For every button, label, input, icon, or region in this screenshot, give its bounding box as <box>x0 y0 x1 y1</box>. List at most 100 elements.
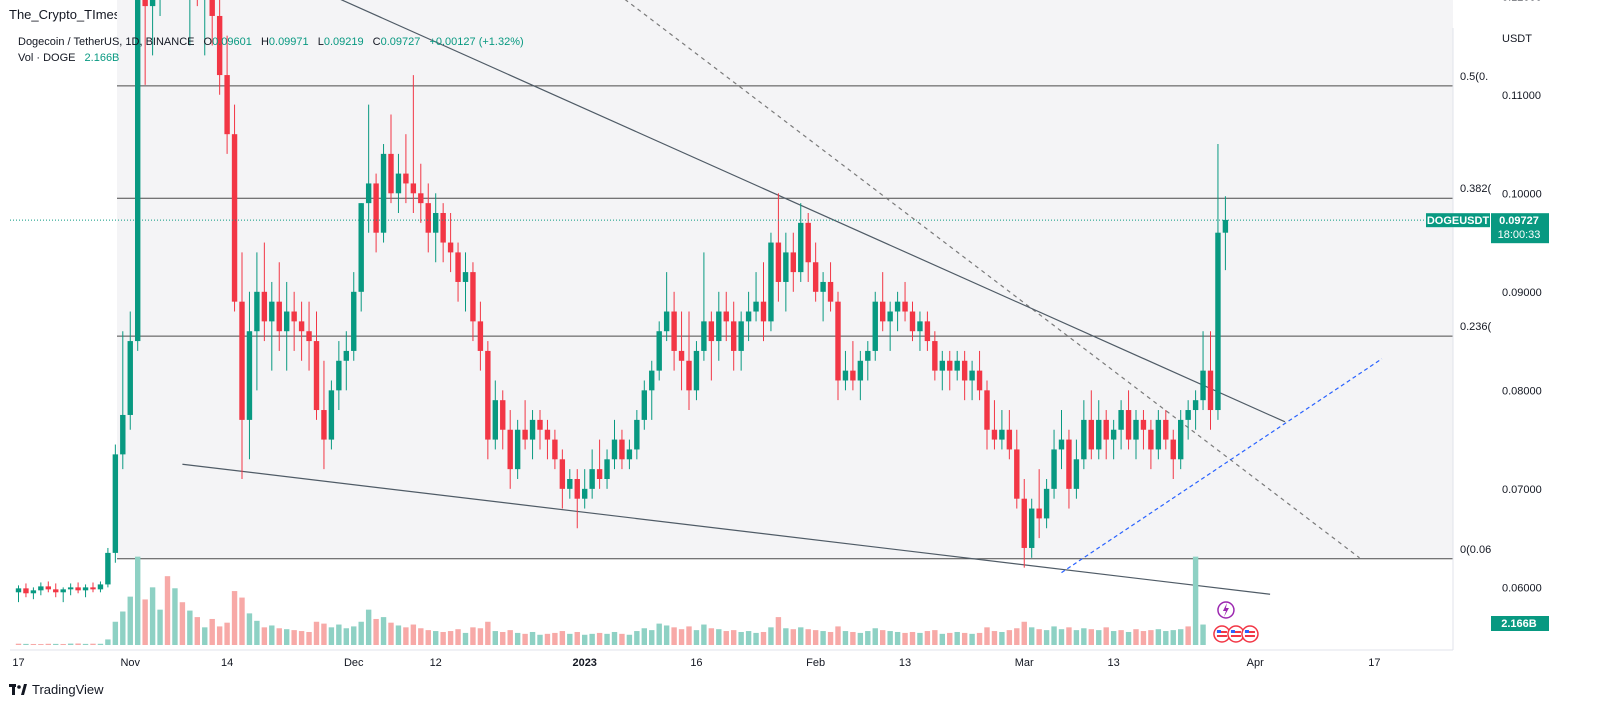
candle-body <box>425 203 431 233</box>
candle-body <box>1014 449 1020 499</box>
candle-body <box>455 252 461 282</box>
volume-bar <box>239 597 245 645</box>
chart-legend: Dogecoin / TetherUS, 1D, BINANCE O0.0960… <box>18 34 524 66</box>
volume-bar <box>567 633 573 645</box>
footer-brand[interactable]: TradingView <box>32 682 104 697</box>
fib-level-label: 0(0.06 <box>1460 544 1491 556</box>
legend-symbol[interactable]: Dogecoin / TetherUS, 1D, BINANCE <box>18 36 195 48</box>
volume-bar <box>1073 630 1080 645</box>
volume-bar <box>202 627 208 645</box>
volume-bar <box>269 625 275 645</box>
volume-bar <box>276 628 282 645</box>
volume-bar <box>15 643 22 645</box>
candle-body <box>1170 439 1176 460</box>
volume-bar <box>380 617 387 645</box>
volume-bar <box>671 627 677 645</box>
fib-level-label: 0.382( <box>1460 183 1492 195</box>
candle-body <box>1215 232 1221 411</box>
volume-bar <box>865 631 871 645</box>
candle-body <box>641 390 647 420</box>
time-axis[interactable]: 17 Nov 14 Dec 12 2023 16 Feb 13 Mar 13 Apr 17 <box>12 657 1380 669</box>
candle-body <box>328 390 335 440</box>
volume-bar <box>1148 630 1154 645</box>
price-axis[interactable]: 0.160000.150000.140000.130000.120000.110… <box>1502 0 1542 594</box>
time-tick-label: 17 <box>1368 657 1380 669</box>
event-markers[interactable] <box>1213 601 1259 643</box>
volume-bar <box>1096 630 1102 645</box>
volume-bar <box>1110 631 1117 645</box>
candle-body <box>947 360 953 371</box>
candle-body <box>53 589 59 593</box>
flag-stripe <box>1230 635 1241 637</box>
volume-bar <box>641 628 647 645</box>
candle-body <box>127 341 133 415</box>
flag-stripe <box>1230 631 1241 633</box>
candle-body <box>507 429 513 470</box>
volume-bar <box>1103 627 1109 645</box>
candle-body <box>596 469 603 479</box>
flag-stripe <box>1216 631 1227 633</box>
candle-body <box>522 429 528 440</box>
flag-canton <box>1216 630 1221 633</box>
volume-bar <box>373 618 379 645</box>
candle-body <box>1051 449 1057 489</box>
candle-body <box>60 589 66 593</box>
volume-bar <box>500 631 506 645</box>
candle-body <box>775 242 782 282</box>
volume-bar <box>30 643 37 645</box>
volume-bar <box>954 631 960 645</box>
volume-bar <box>470 627 476 645</box>
candle-body <box>991 429 998 440</box>
price-tick-label: 0.09000 <box>1502 287 1542 299</box>
volume-bar <box>857 632 864 645</box>
candle-body <box>105 552 111 585</box>
candle-body <box>209 0 215 16</box>
candle-body <box>552 439 558 460</box>
volume-bar <box>716 629 722 645</box>
volume-bar <box>686 626 692 645</box>
candle-body <box>783 252 789 282</box>
volume-bar <box>842 631 849 645</box>
candle-body <box>269 301 275 322</box>
candle-body <box>1163 419 1169 440</box>
volume-bar <box>112 621 119 645</box>
trendlines[interactable] <box>115 0 1383 595</box>
volume-bar <box>291 630 297 645</box>
candle-body <box>1148 429 1154 450</box>
volume-bar <box>812 630 819 645</box>
candle-body <box>626 449 633 460</box>
time-tick-label: Dec <box>344 657 364 669</box>
volume-bar <box>701 624 707 645</box>
candle-body <box>574 478 580 499</box>
candle-body <box>1140 419 1147 430</box>
candle-body <box>939 360 945 371</box>
volume-bar <box>537 634 543 645</box>
volume-bar <box>991 631 998 645</box>
tradingview-logo-icon <box>9 683 27 695</box>
volume-bar <box>157 609 163 645</box>
volume-bar <box>1014 628 1020 645</box>
volume-bar <box>522 633 528 645</box>
legend-volume-label[interactable]: Vol · DOGE <box>18 52 76 64</box>
volume-bar <box>261 627 268 645</box>
candle-body <box>492 400 498 440</box>
candle-body <box>827 281 834 302</box>
volume-bar <box>626 634 633 645</box>
us-flag-event-icon <box>1241 625 1259 643</box>
candle-body <box>135 0 141 342</box>
candle-body <box>529 419 536 440</box>
candle-body <box>291 311 297 322</box>
candle-body <box>470 272 476 322</box>
candle-body <box>678 350 685 361</box>
candle-body <box>276 301 282 332</box>
trendline-solid <box>182 463 1271 595</box>
volume-bar <box>1051 626 1057 645</box>
volume-bar <box>395 625 402 645</box>
volume-bar <box>1192 556 1199 645</box>
candle-body <box>768 242 774 322</box>
candle-body <box>693 350 700 391</box>
price-tick-label: 0.10000 <box>1502 188 1542 200</box>
volume-bar <box>216 626 223 645</box>
volume-bar <box>82 643 89 645</box>
